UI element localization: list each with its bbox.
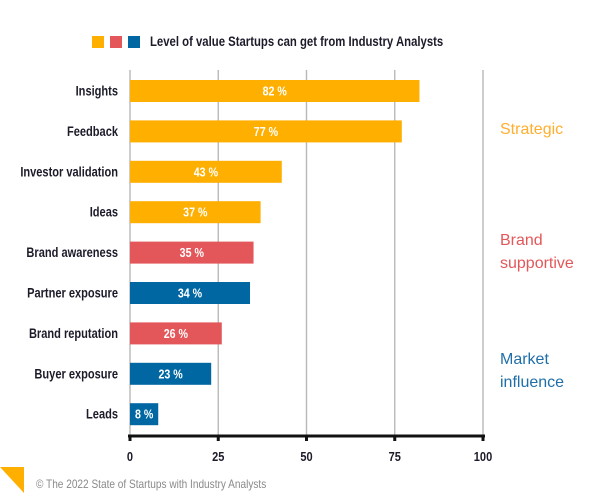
category-label: Brand awareness xyxy=(26,245,118,260)
x-tick-label: 100 xyxy=(474,449,493,464)
bar xyxy=(130,160,282,183)
bar xyxy=(130,120,402,143)
category-label: Feedback xyxy=(67,124,118,139)
x-tick-label: 50 xyxy=(300,449,313,464)
bar xyxy=(130,241,254,264)
copyright-footer: © The 2022 State of Startups with Indust… xyxy=(36,477,267,491)
group-label-line: supportive xyxy=(500,255,574,272)
group-label-line: Market xyxy=(500,351,549,368)
group-label-line: Strategic xyxy=(500,121,564,138)
legend-swatch-brand-supportive xyxy=(110,36,122,48)
value-label: 77 % xyxy=(254,124,279,139)
value-label: 37 % xyxy=(183,205,208,220)
value-label: 26 % xyxy=(164,326,189,341)
footer-corner-triangle xyxy=(0,467,24,493)
x-tick-label: 75 xyxy=(389,449,402,464)
category-label: Leads xyxy=(86,407,118,422)
category-label: Ideas xyxy=(90,205,118,220)
x-tick-label: 25 xyxy=(212,449,225,464)
bar xyxy=(130,282,251,304)
bar xyxy=(130,362,212,385)
category-label: Insights xyxy=(76,83,119,98)
group-label-line: influence xyxy=(500,374,565,391)
bar xyxy=(130,403,159,426)
group-label-brand-supportive: Brand supportive xyxy=(500,229,574,275)
category-label: Investor validation xyxy=(20,164,118,179)
bar xyxy=(130,322,222,345)
value-label: 34 % xyxy=(178,285,203,300)
legend-swatch-strategic xyxy=(92,36,104,48)
legend-title: Level of value Startups can get from Ind… xyxy=(150,34,444,49)
bar xyxy=(130,80,420,102)
legend-swatch-market-influence xyxy=(128,36,140,48)
bar xyxy=(130,201,261,224)
value-label: 8 % xyxy=(135,407,154,422)
group-label-strategic: Strategic xyxy=(500,118,563,141)
value-label: 43 % xyxy=(194,164,219,179)
value-label: 82 % xyxy=(263,83,288,98)
group-label-line: Brand xyxy=(500,232,543,249)
category-label: Partner exposure xyxy=(27,285,118,300)
corner-triangle-shape xyxy=(0,467,24,493)
group-label-market-influence: Market influence xyxy=(500,348,564,394)
x-tick-label: 0 xyxy=(127,449,133,464)
category-label: Brand reputation xyxy=(29,326,118,341)
value-label: 23 % xyxy=(158,366,183,381)
value-label: 35 % xyxy=(180,245,205,260)
category-label: Buyer exposure xyxy=(34,366,118,381)
